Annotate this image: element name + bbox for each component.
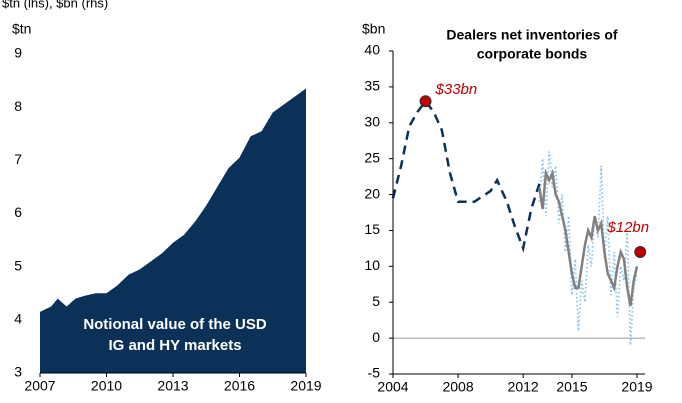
y-tick-label: 0 [372, 329, 380, 345]
chart-title: corporate bonds [477, 46, 588, 62]
y-tick-label: 5 [372, 293, 380, 309]
y-tick-label: 20 [364, 185, 380, 201]
x-tick-label: 2016 [224, 378, 255, 394]
y-tick-label: 4 [14, 311, 22, 327]
y-tick-label: 25 [364, 149, 380, 165]
y-tick-label: 30 [364, 113, 380, 129]
y-tick-label: 10 [364, 257, 380, 273]
line [391, 99, 541, 253]
y-tick-label: 9 [14, 45, 22, 61]
y-tick-label: 5 [14, 257, 22, 273]
y-tick-label: 3 [14, 364, 22, 380]
area [40, 88, 306, 373]
data-label: $12bn [606, 219, 649, 236]
chart-title: Dealers net inventories of [446, 27, 618, 43]
y-tick-label: 8 [14, 98, 22, 114]
data-label: $33bn [435, 81, 478, 98]
y-tick-label: 35 [364, 78, 380, 94]
x-tick-label: 2019 [290, 378, 321, 394]
annotation: Notional value of the USD [83, 316, 267, 333]
y-tick-label: 7 [14, 151, 22, 167]
header: $tn (lhs), $bn (rhs) [2, 0, 108, 10]
x-tick-label: 2007 [24, 378, 55, 394]
x-tick-label: 2019 [621, 379, 652, 395]
x-tick-label: 2013 [157, 378, 188, 394]
y-tick-label: 40 [364, 42, 380, 58]
y-axis-label: $bn [362, 21, 385, 37]
x-tick-label: 2004 [377, 379, 408, 395]
y-tick-label: 6 [14, 204, 22, 220]
annotation: IG and HY markets [108, 337, 241, 354]
marker [419, 95, 432, 108]
x-tick-label: 2010 [91, 378, 122, 394]
y-axis-label: $tn [12, 21, 31, 37]
y-tick-label: 15 [364, 221, 380, 237]
x-tick-label: 2008 [442, 379, 473, 395]
x-tick-label: 2012 [508, 379, 539, 395]
x-tick-label: 2015 [556, 379, 587, 395]
y-tick-label: -5 [368, 365, 381, 381]
marker [634, 245, 647, 258]
line [538, 168, 639, 307]
